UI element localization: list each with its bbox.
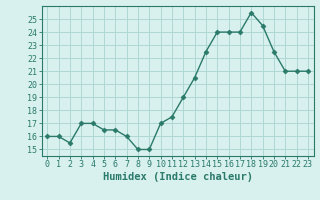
X-axis label: Humidex (Indice chaleur): Humidex (Indice chaleur) bbox=[103, 172, 252, 182]
